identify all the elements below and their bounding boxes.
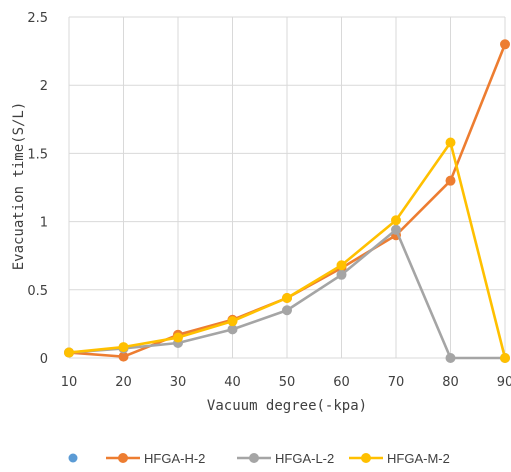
x-tick-label: 40 xyxy=(224,375,241,390)
data-point xyxy=(227,324,238,335)
legend-label: HFGA-M-2 xyxy=(387,451,450,466)
legend-item: HFGA-M-2 xyxy=(349,451,450,466)
legend-marker xyxy=(249,453,259,463)
data-point xyxy=(500,353,510,363)
series-hfga-m-2 xyxy=(64,137,510,363)
data-point xyxy=(445,137,456,148)
plot-area xyxy=(64,39,510,363)
x-tick-label: 80 xyxy=(442,375,459,390)
data-point xyxy=(336,260,347,271)
data-point xyxy=(445,175,456,186)
y-tick-label: 2 xyxy=(40,79,48,94)
y-tick-label: 0.5 xyxy=(27,284,48,299)
x-tick-label: 30 xyxy=(170,375,187,390)
x-tick-label: 20 xyxy=(115,375,132,390)
data-point xyxy=(118,342,129,353)
y-axis-title: Evacuation time(S/L) xyxy=(11,102,27,271)
y-tick-label: 1 xyxy=(40,216,48,231)
x-axis-title: Vacuum degree(-kpa) xyxy=(207,398,367,414)
data-point xyxy=(282,305,292,316)
x-tick-label: 50 xyxy=(279,375,296,390)
data-point xyxy=(336,269,347,280)
data-point xyxy=(227,316,238,327)
x-tick-label: 10 xyxy=(61,375,78,390)
y-tick-label: 0 xyxy=(40,352,48,367)
x-tick-label: 90 xyxy=(497,375,511,390)
legend-item: HFGA-H-2 xyxy=(106,451,205,466)
legend-marker xyxy=(361,453,371,463)
legend: HFGA-H-2 HFGA-L-2 HFGA-M-2 xyxy=(68,451,450,466)
data-point xyxy=(445,353,456,363)
legend-label: HFGA-H-2 xyxy=(144,451,205,466)
legend-dot xyxy=(68,453,78,463)
tick-labels: 10 20 30 40 50 60 70 80 90 0 0.5 1 1.5 2 2.5 xyxy=(27,11,511,390)
data-point xyxy=(64,347,74,358)
legend-label: HFGA-L-2 xyxy=(275,451,334,466)
data-point xyxy=(391,215,401,226)
legend-marker xyxy=(118,453,128,463)
y-tick-label: 2.5 xyxy=(27,11,48,26)
legend-item: HFGA-L-2 xyxy=(237,451,334,466)
data-point xyxy=(391,224,401,235)
data-point xyxy=(173,332,183,343)
grid xyxy=(68,16,506,359)
data-point xyxy=(118,351,129,362)
data-point xyxy=(500,39,510,50)
x-tick-label: 70 xyxy=(388,375,405,390)
x-tick-label: 60 xyxy=(333,375,350,390)
y-tick-label: 1.5 xyxy=(27,147,48,162)
data-point xyxy=(282,292,292,303)
